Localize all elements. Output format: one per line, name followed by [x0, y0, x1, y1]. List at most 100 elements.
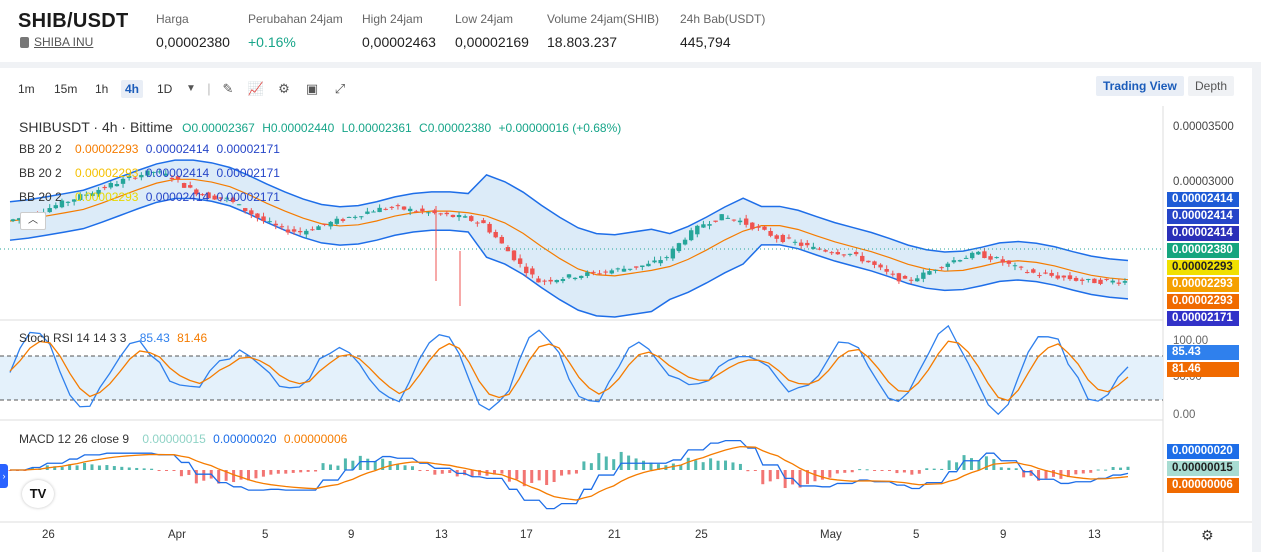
tradingview-logo[interactable]: TV — [22, 480, 54, 508]
macd-histogram-bar — [1029, 470, 1033, 476]
draw-icon[interactable]: ✎ — [222, 81, 234, 96]
price-pill: 0.00002171 — [1167, 311, 1239, 326]
macd-histogram-bar — [999, 467, 1003, 470]
candle — [108, 183, 114, 188]
macd-histogram-bar — [425, 470, 429, 471]
candle — [945, 263, 950, 267]
macd-histogram-bar — [828, 470, 832, 478]
macd-histogram-bar — [880, 470, 884, 471]
indicator-icon[interactable]: 📈 — [247, 81, 265, 96]
price-pill: 0.00002414 — [1167, 192, 1239, 207]
candle — [835, 252, 841, 255]
coin-name-link[interactable]: SHIBA INU — [34, 35, 94, 49]
candle — [84, 194, 89, 196]
chevron-down-icon[interactable]: ▼ — [186, 83, 196, 94]
candle — [1086, 278, 1091, 280]
candle — [1024, 272, 1030, 274]
candle — [1006, 260, 1012, 264]
interval-1m[interactable]: 1m — [18, 82, 35, 96]
candle — [908, 279, 914, 281]
candle — [652, 260, 657, 263]
macd-histogram-bar — [530, 470, 534, 483]
macd-histogram-bar — [940, 468, 944, 470]
candle — [688, 230, 694, 241]
macd-histogram-bar — [239, 470, 243, 480]
collapse-legend-button[interactable]: ︿ — [20, 212, 46, 230]
macd-histogram-bar — [798, 470, 802, 488]
macd-histogram-bar — [53, 466, 57, 470]
candle — [102, 186, 107, 189]
candle — [456, 215, 462, 218]
time-tick: 9 — [348, 529, 355, 541]
candle — [670, 248, 676, 259]
macd-histogram-bar — [328, 464, 332, 470]
bb-up: 0.00002414 — [145, 166, 210, 180]
macd-histogram-bar — [709, 458, 713, 470]
candle — [957, 260, 963, 262]
candle — [994, 257, 999, 259]
macd-histogram-bar — [738, 463, 742, 470]
candle — [157, 171, 162, 173]
macd-histogram-bar — [1096, 469, 1100, 471]
candle — [1104, 278, 1109, 280]
stat-label: Perubahan 24jam — [248, 12, 343, 26]
candle — [585, 272, 590, 276]
macd-histogram-bar — [142, 468, 146, 470]
sidebar-toggle[interactable]: › — [0, 464, 8, 488]
interval-1d[interactable]: 1D — [157, 82, 173, 96]
macd-histogram-bar — [537, 470, 541, 481]
macd-histogram-bar — [448, 470, 452, 474]
candle — [780, 234, 786, 243]
candle — [145, 170, 150, 176]
macd-histogram-bar — [910, 470, 914, 475]
save-icon[interactable]: ▣ — [305, 81, 319, 96]
stat-label: Harga — [156, 12, 189, 26]
candle — [823, 250, 828, 252]
depth-button[interactable]: Depth — [1188, 76, 1235, 96]
candle — [737, 220, 743, 223]
candle — [420, 208, 425, 212]
macd-histogram-bar — [1007, 467, 1011, 470]
macd-histogram-bar — [1014, 468, 1018, 470]
macd-histogram-bar — [343, 458, 347, 470]
macd-histogram-bar — [761, 470, 765, 485]
macd-histogram-bar — [962, 455, 966, 470]
stat-label: 24h Bab(USDT) — [680, 12, 766, 26]
macd-histogram-bar — [403, 465, 407, 470]
chart-panel: 1m 15m 1h 4h 1D ▼ | ✎ 📈 ⚙ ▣ ⤢ Trading Vi… — [0, 68, 1252, 552]
macd-histogram-bar — [887, 470, 891, 471]
macd-histogram-bar — [507, 470, 511, 482]
candle — [1000, 259, 1005, 263]
interval-1h[interactable]: 1h — [95, 82, 109, 96]
macd-histogram-bar — [1089, 470, 1093, 473]
macd-histogram-bar — [232, 470, 236, 483]
chart-settings-icon[interactable]: ⚙ — [1201, 527, 1214, 543]
candle — [243, 208, 248, 212]
macd-histogram-bar — [284, 470, 288, 474]
candle — [206, 192, 211, 199]
macd-histogram-bar — [68, 464, 72, 470]
candle — [469, 216, 474, 221]
time-tick: 26 — [42, 529, 55, 541]
interval-4h[interactable]: 4h — [121, 80, 144, 98]
trading-view-button[interactable]: Trading View — [1096, 76, 1184, 96]
macd-legend: MACD 12 26 close 9 0.00000015 0.00000020… — [19, 432, 347, 446]
stat-label: High 24jam — [362, 12, 423, 26]
macd-histogram-bar — [202, 470, 206, 481]
fullscreen-icon[interactable]: ⤢ — [334, 81, 346, 96]
macd-histogram-bar — [925, 468, 929, 470]
bb-legend-3: BB 20 2 0.00002293 0.00002414 0.00002171 — [19, 190, 280, 204]
candle — [450, 214, 456, 218]
candle — [915, 278, 920, 282]
bb-mid: 0.00002293 — [75, 190, 139, 204]
interval-15m[interactable]: 15m — [54, 82, 78, 96]
macd-histogram-bar — [127, 467, 131, 470]
candle — [365, 211, 370, 214]
settings-icon[interactable]: ⚙ — [278, 81, 290, 96]
candle — [841, 254, 847, 256]
price-chart[interactable] — [0, 106, 1252, 552]
macd-histogram-bar — [1051, 470, 1055, 477]
candle — [939, 267, 944, 269]
candle — [175, 176, 181, 180]
candle — [768, 231, 773, 236]
